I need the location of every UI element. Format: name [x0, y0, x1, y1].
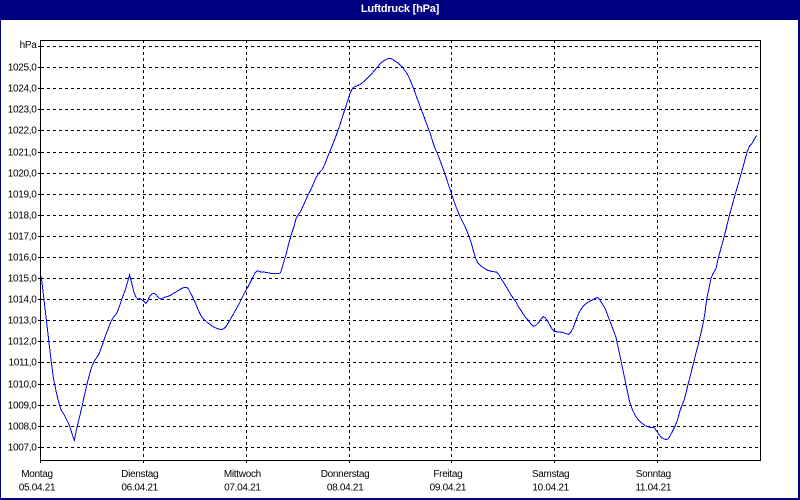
svg-text:09.04.21: 09.04.21 — [430, 483, 467, 494]
svg-text:1009,0: 1009,0 — [8, 401, 38, 412]
svg-text:1013,0: 1013,0 — [8, 316, 38, 327]
svg-text:1014,0: 1014,0 — [8, 295, 38, 306]
svg-text:Donnerstag: Donnerstag — [321, 469, 370, 480]
svg-text:hPa: hPa — [20, 40, 38, 51]
svg-text:1016,0: 1016,0 — [8, 253, 38, 264]
svg-text:Sonntag: Sonntag — [636, 469, 671, 480]
svg-text:Dienstag: Dienstag — [121, 469, 158, 480]
svg-text:10.04.21: 10.04.21 — [532, 483, 569, 494]
svg-text:1025,0: 1025,0 — [8, 63, 38, 74]
svg-text:Montag: Montag — [21, 469, 53, 480]
svg-text:1010,0: 1010,0 — [8, 380, 38, 391]
svg-text:08.04.21: 08.04.21 — [327, 483, 364, 494]
svg-text:1012,0: 1012,0 — [8, 337, 38, 348]
svg-text:Freitag: Freitag — [433, 469, 462, 480]
svg-text:1007,0: 1007,0 — [8, 443, 38, 454]
svg-text:1018,0: 1018,0 — [8, 211, 38, 222]
svg-text:1020,0: 1020,0 — [8, 169, 38, 180]
svg-text:1023,0: 1023,0 — [8, 105, 38, 116]
svg-text:1021,0: 1021,0 — [8, 148, 38, 159]
svg-text:1011,0: 1011,0 — [8, 358, 37, 369]
svg-text:1024,0: 1024,0 — [8, 84, 38, 95]
svg-text:11.04.21: 11.04.21 — [635, 483, 672, 494]
svg-text:1015,0: 1015,0 — [8, 274, 38, 285]
svg-text:07.04.21: 07.04.21 — [224, 483, 261, 494]
svg-text:05.04.21: 05.04.21 — [19, 483, 56, 494]
svg-text:1008,0: 1008,0 — [8, 422, 38, 433]
svg-text:1019,0: 1019,0 — [8, 190, 38, 201]
svg-text:06.04.21: 06.04.21 — [121, 483, 158, 494]
svg-text:1022,0: 1022,0 — [8, 126, 38, 137]
svg-text:Mittwoch: Mittwoch — [224, 469, 261, 480]
svg-text:Samstag: Samstag — [532, 469, 569, 480]
svg-text:1017,0: 1017,0 — [8, 232, 38, 243]
